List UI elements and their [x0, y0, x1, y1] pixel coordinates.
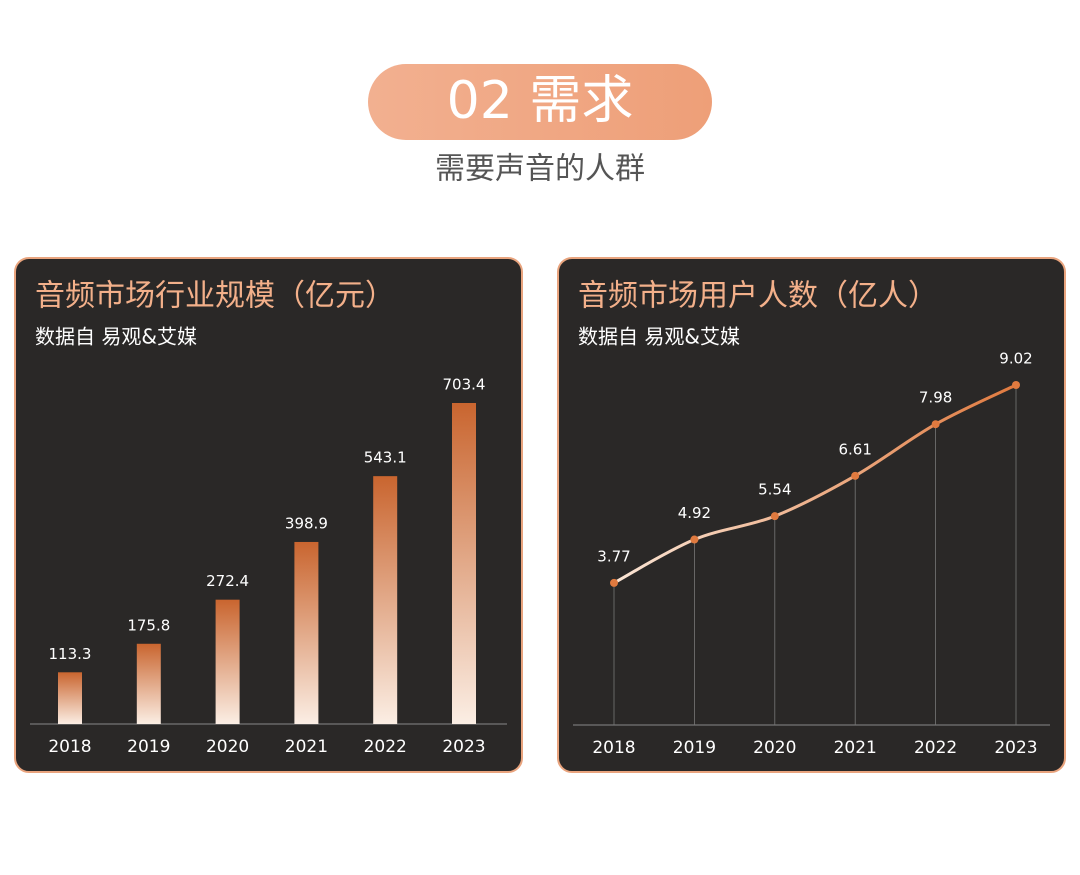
- subtitle: 需要声音的人群: [435, 152, 645, 187]
- x-tick-label: 2019: [673, 738, 716, 758]
- x-tick-label: 2021: [834, 738, 877, 758]
- point: [931, 420, 940, 429]
- value-label: 5.54: [758, 481, 791, 499]
- badge-text: 02 需求: [447, 71, 634, 131]
- value-label: 113.3: [49, 645, 92, 663]
- value-label: 175.8: [127, 616, 170, 634]
- chart-title: 音频市场行业规模（亿元）: [35, 279, 395, 314]
- line: [613, 383, 1017, 585]
- chart-title: 音频市场用户人数（亿人）: [578, 279, 938, 314]
- panel: [557, 257, 1066, 773]
- bar: [452, 403, 476, 724]
- value-label: 3.77: [597, 547, 630, 565]
- bar: [136, 643, 161, 724]
- point: [851, 471, 860, 480]
- x-tick-label: 2023: [994, 738, 1037, 758]
- bar: [373, 476, 398, 724]
- x-tick-label: 2018: [48, 737, 91, 757]
- x-tick-label: 2020: [206, 737, 249, 757]
- x-tick-label: 2020: [753, 738, 796, 758]
- bar: [58, 672, 82, 724]
- value-label: 543.1: [364, 449, 407, 467]
- point: [1012, 381, 1020, 389]
- chart-subtitle: 数据自 易观&艾媒: [35, 325, 197, 349]
- point: [690, 535, 699, 544]
- value-label: 4.92: [678, 504, 711, 522]
- value-label: 398.9: [285, 514, 328, 532]
- x-tick-label: 2022: [914, 738, 957, 758]
- x-tick-label: 2019: [127, 737, 170, 757]
- point: [610, 578, 618, 587]
- x-tick-label: 2021: [285, 737, 328, 757]
- value-label: 6.61: [838, 440, 871, 458]
- bar: [294, 541, 319, 724]
- value-label: 7.98: [919, 389, 952, 407]
- chart-subtitle: 数据自 易观&艾媒: [578, 325, 740, 349]
- value-label: 272.4: [206, 572, 249, 590]
- value-label: 703.4: [443, 376, 486, 394]
- bar: [215, 599, 240, 724]
- value-label: 9.02: [999, 350, 1032, 368]
- badge-pill: [368, 64, 712, 140]
- point: [770, 512, 779, 521]
- x-tick-label: 2018: [592, 738, 635, 758]
- x-tick-label: 2023: [442, 737, 485, 757]
- x-tick-label: 2022: [364, 737, 407, 757]
